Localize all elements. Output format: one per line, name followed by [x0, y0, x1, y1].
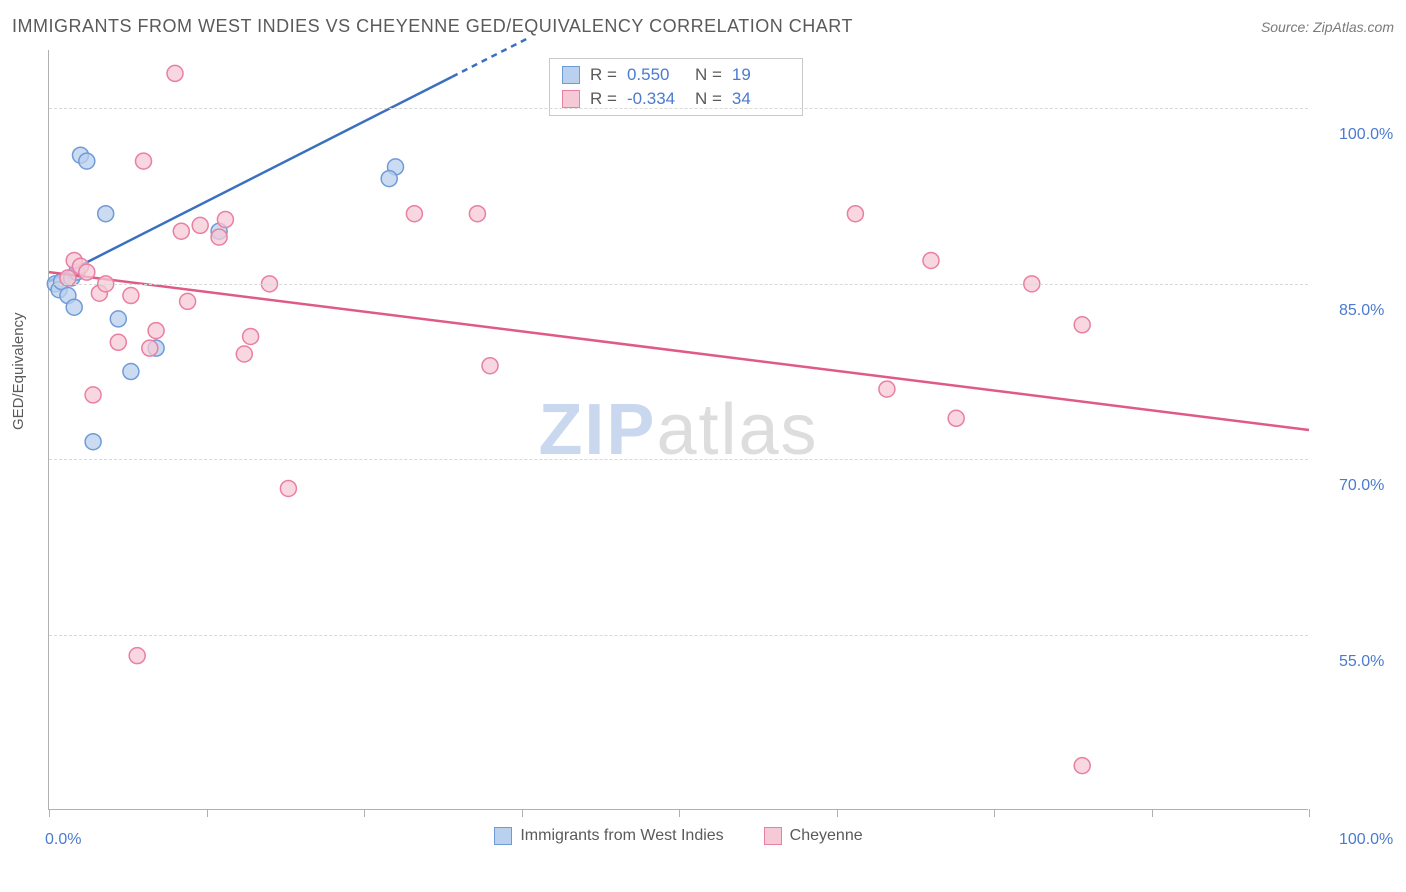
- data-point-cheyenne: [148, 323, 164, 339]
- chart-title: IMMIGRANTS FROM WEST INDIES VS CHEYENNE …: [12, 16, 853, 37]
- swatch-cheyenne: [562, 90, 580, 108]
- data-point-cheyenne: [79, 264, 95, 280]
- data-point-west_indies: [123, 364, 139, 380]
- n-value: 19: [732, 65, 790, 85]
- xtick: [837, 809, 838, 817]
- data-point-cheyenne: [236, 346, 252, 362]
- xtick: [207, 809, 208, 817]
- xtick: [994, 809, 995, 817]
- r-label: R =: [590, 65, 617, 85]
- xtick-label: 100.0%: [1339, 831, 1393, 849]
- gridline-h: [49, 635, 1308, 636]
- ytick-label: 100.0%: [1339, 126, 1393, 144]
- r-value: 0.550: [627, 65, 685, 85]
- xtick: [49, 809, 50, 817]
- xtick: [679, 809, 680, 817]
- swatch-west_indies: [562, 66, 580, 84]
- ytick-label: 70.0%: [1339, 477, 1384, 495]
- stats-legend-box: R = 0.550 N = 19 R = -0.334 N = 34: [549, 58, 803, 116]
- legend-label: Immigrants from West Indies: [520, 827, 723, 845]
- data-point-cheyenne: [217, 212, 233, 228]
- swatch-west_indies: [494, 827, 512, 845]
- data-point-west_indies: [98, 206, 114, 222]
- data-point-cheyenne: [482, 358, 498, 374]
- data-point-cheyenne: [110, 334, 126, 350]
- data-point-cheyenne: [192, 217, 208, 233]
- plot-svg: [49, 50, 1308, 809]
- data-point-cheyenne: [280, 480, 296, 496]
- xtick: [522, 809, 523, 817]
- source-attribution: Source: ZipAtlas.com: [1261, 19, 1394, 35]
- data-point-west_indies: [66, 299, 82, 315]
- gridline-h: [49, 459, 1308, 460]
- legend-label: Cheyenne: [790, 827, 863, 845]
- r-label: R =: [590, 89, 617, 109]
- xtick-label: 0.0%: [45, 831, 81, 849]
- stats-row-cheyenne: R = -0.334 N = 34: [562, 87, 790, 111]
- data-point-cheyenne: [948, 410, 964, 426]
- swatch-cheyenne: [764, 827, 782, 845]
- data-point-cheyenne: [406, 206, 422, 222]
- y-axis-label: GED/Equivalency: [10, 312, 27, 430]
- gridline-h: [49, 284, 1308, 285]
- legend-item-cheyenne: Cheyenne: [764, 827, 863, 845]
- data-point-cheyenne: [136, 153, 152, 169]
- data-point-cheyenne: [1074, 317, 1090, 333]
- stats-row-west_indies: R = 0.550 N = 19: [562, 63, 790, 87]
- data-point-cheyenne: [243, 328, 259, 344]
- data-point-cheyenne: [123, 288, 139, 304]
- xtick: [364, 809, 365, 817]
- data-point-cheyenne: [167, 65, 183, 81]
- data-point-cheyenne: [180, 293, 196, 309]
- data-point-cheyenne: [469, 206, 485, 222]
- data-point-west_indies: [79, 153, 95, 169]
- data-point-west_indies: [110, 311, 126, 327]
- data-point-cheyenne: [879, 381, 895, 397]
- data-point-cheyenne: [85, 387, 101, 403]
- data-point-west_indies: [85, 434, 101, 450]
- data-point-cheyenne: [847, 206, 863, 222]
- n-label: N =: [695, 89, 722, 109]
- data-point-cheyenne: [1074, 758, 1090, 774]
- xtick: [1152, 809, 1153, 817]
- ytick-label: 55.0%: [1339, 653, 1384, 671]
- r-value: -0.334: [627, 89, 685, 109]
- legend-item-west_indies: Immigrants from West Indies: [494, 827, 723, 845]
- gridline-h: [49, 108, 1308, 109]
- n-label: N =: [695, 65, 722, 85]
- data-point-cheyenne: [142, 340, 158, 356]
- legend-bottom: Immigrants from West Indies Cheyenne: [49, 827, 1308, 845]
- data-point-west_indies: [381, 171, 397, 187]
- data-point-cheyenne: [129, 648, 145, 664]
- data-point-cheyenne: [923, 252, 939, 268]
- plot-area: ZIPatlas R =0.550N =19R =-0.334N =34 Imm…: [48, 50, 1308, 810]
- n-value: 34: [732, 89, 790, 109]
- data-point-cheyenne: [173, 223, 189, 239]
- ytick-label: 85.0%: [1339, 302, 1384, 320]
- xtick: [1309, 809, 1310, 817]
- trend-line-dashed-west_indies: [452, 38, 528, 76]
- data-point-cheyenne: [211, 229, 227, 245]
